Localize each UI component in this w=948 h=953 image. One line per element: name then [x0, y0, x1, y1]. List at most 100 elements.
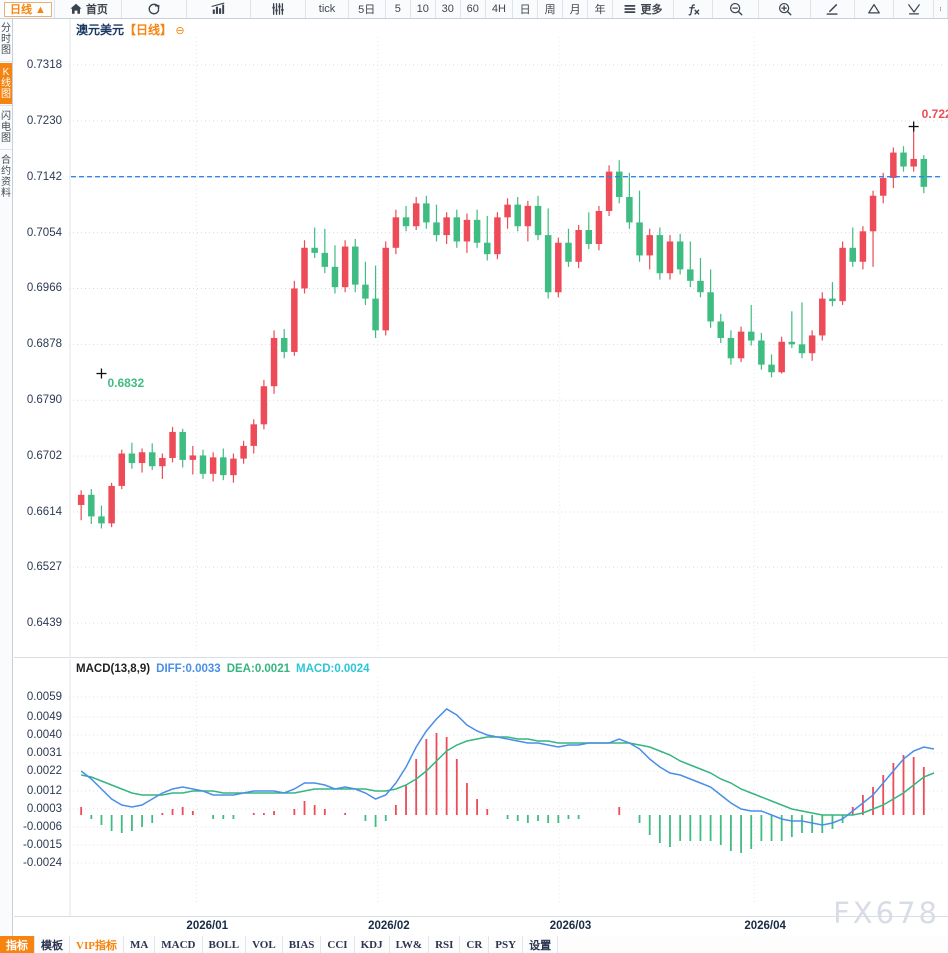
toolbar-tick[interactable]: tick	[306, 0, 349, 18]
toolbar-function[interactable]	[674, 0, 713, 18]
price-chart-pane[interactable]: 澳元美元【日线】 ⊖ 0.7318 0.7230 0.7142 0.7054 0.696…	[14, 19, 948, 658]
price-y-tick: 0.6702	[26, 450, 62, 463]
indicator-cr[interactable]: CR	[460, 936, 490, 953]
toolbar-chart-type[interactable]	[187, 0, 251, 18]
indicator-bias[interactable]: BIAS	[283, 936, 322, 953]
toolbar-tf-year[interactable]: 年	[588, 0, 614, 18]
toolbar-tf-30[interactable]: 30	[436, 0, 461, 18]
sidebar-item-contract-info[interactable]: 合约资料	[1, 155, 11, 199]
macd-y-tick: 0.0059	[26, 691, 62, 703]
toolbar-more[interactable]: 更多	[613, 0, 674, 18]
zoom-out-icon	[729, 2, 743, 16]
price-candlestick-svg	[69, 19, 942, 658]
indicator-kdj[interactable]: KDJ	[355, 936, 390, 953]
toolbar-tf-4h[interactable]: 4H	[486, 0, 514, 18]
macd-y-tick: -0.0024	[22, 857, 62, 869]
period-toggle-button[interactable]: 日线 ▲	[4, 2, 52, 17]
price-y-tick: 0.6527	[26, 561, 62, 574]
price-y-tick: 0.6439	[26, 617, 62, 630]
toolbar-tf-day[interactable]: 日	[513, 0, 539, 18]
toolbar-draw-triangle[interactable]	[855, 0, 895, 18]
indicator-lwr[interactable]: LW&	[390, 936, 430, 953]
x-axis-tick: 2026/02	[368, 920, 410, 932]
toolbar-tf-10[interactable]: 10	[411, 0, 436, 18]
price-y-axis: 0.7318 0.7230 0.7142 0.7054 0.6966 0.6878 0.67…	[14, 19, 70, 657]
toolbar-tf-week[interactable]: 周	[538, 0, 564, 18]
macd-y-tick: 0.0049	[26, 711, 62, 723]
chart-period: 【日线】	[124, 23, 173, 37]
macd-y-tick: 0.0040	[26, 729, 62, 741]
toolbar-zoom-out[interactable]	[713, 0, 760, 18]
toolbar-tf-10-label: 10	[416, 3, 429, 15]
toolbar-tf-month[interactable]: 月	[563, 0, 589, 18]
more-tools-icon	[940, 6, 941, 12]
toolbar-draw-more[interactable]	[934, 0, 948, 18]
home-icon	[70, 3, 82, 14]
macd-dea-value: DEA:0.0021	[226, 663, 290, 675]
toolbar-zoom-in[interactable]	[759, 0, 811, 18]
macd-y-axis: 0.0059 0.0049 0.0040 0.0031 0.0022 0.0012 0.00…	[14, 659, 70, 916]
fx-icon	[688, 4, 700, 16]
indicator-indicator[interactable]: 指标	[0, 936, 35, 953]
sidebar-item-k-line-chart[interactable]: K线图	[0, 63, 12, 104]
chart-symbol: 澳元美元	[76, 23, 125, 37]
macd-y-tick: 0.0031	[26, 747, 62, 759]
toolbar-home[interactable]: 首页	[55, 0, 123, 18]
price-y-tick: 0.7230	[26, 114, 62, 127]
toolbar-indicator-panel[interactable]	[251, 0, 307, 18]
price-y-tick: 0.7054	[26, 226, 62, 239]
refresh-icon	[148, 3, 160, 15]
macd-legend: MACD(13,8,9) DIFF:0.0033 DEA:0.0021 MACD:0.…	[76, 663, 370, 675]
bar-chart-icon	[211, 2, 225, 14]
toolbar-refresh[interactable]	[122, 0, 187, 18]
hamburger-icon	[623, 4, 635, 14]
indicator-ma[interactable]: MA	[124, 936, 156, 953]
sidebar-item-time-chart[interactable]: 分时图	[1, 23, 11, 56]
sidebar-item-lightning-chart[interactable]: 闪电图	[1, 111, 11, 144]
price-y-tick: 0.7142	[26, 170, 62, 183]
macd-y-tick: -0.0015	[22, 839, 62, 851]
indicator-vol[interactable]: VOL	[246, 936, 283, 953]
price-y-tick: 0.6614	[26, 505, 62, 518]
indicator-vip-indicator[interactable]: VIP指标	[70, 936, 124, 953]
toolbar-tf-year-label: 年	[594, 4, 606, 16]
sidebar-divider	[0, 61, 12, 62]
indicator-settings[interactable]: 设置	[523, 936, 559, 953]
toolbar-tf-day-label: 日	[519, 4, 531, 16]
macd-macd-value: MACD:0.0024	[296, 663, 370, 675]
toolbar-draw-wedge[interactable]	[894, 0, 935, 18]
indicator-bar: 指标 模板 VIP指标 MA MACD BOLL VOL BIAS CCI KDJ LW& RSI CR…	[0, 936, 948, 953]
zoom-in-icon	[778, 2, 791, 16]
toolbar-tf-4h-label: 4H	[491, 3, 506, 15]
x-axis-tick: 2026/04	[744, 920, 786, 932]
toolbar-tf-60-label: 60	[466, 3, 479, 15]
toolbar-more-label: 更多	[640, 4, 663, 16]
macd-y-tick: -0.0006	[22, 821, 62, 833]
indicator-psy[interactable]: PSY	[489, 936, 524, 953]
x-axis-tick: 2026/03	[549, 920, 592, 932]
price-y-tick: 0.6790	[26, 394, 62, 407]
toolbar-tf-5[interactable]: 5	[386, 0, 411, 18]
toolbar-home-label: 首页	[85, 4, 108, 16]
low-price-label: 0.6832	[107, 375, 145, 390]
indicator-boll[interactable]: BOLL	[203, 936, 247, 953]
indicator-cci[interactable]: CCI	[321, 936, 355, 953]
toolbar-tf-month-label: 月	[569, 4, 581, 16]
macd-chart-pane[interactable]: MACD(13,8,9) DIFF:0.0033 DEA:0.0021 MACD:0.…	[14, 659, 948, 916]
pen-line-icon	[826, 3, 838, 15]
wedge-icon	[907, 4, 920, 15]
price-y-tick: 0.6966	[26, 282, 62, 295]
toolbar-tf-5d[interactable]: 5日	[349, 0, 386, 18]
toolbar-draw-line[interactable]	[811, 0, 855, 18]
macd-y-tick: 0.0012	[26, 785, 62, 797]
high-price-label: 0.7221	[921, 106, 948, 121]
toolbar-tf-60[interactable]: 60	[461, 0, 486, 18]
indicator-macd[interactable]: MACD	[155, 936, 203, 953]
toolbar-tf-30-label: 30	[441, 3, 454, 15]
toolbar-tf-5d-label: 5日	[358, 4, 376, 16]
collapse-icon[interactable]: ⊖	[175, 25, 185, 37]
x-axis-tick: 2026/01	[186, 920, 228, 932]
toolbar-tf-week-label: 周	[544, 4, 556, 16]
indicator-rsi[interactable]: RSI	[429, 936, 461, 953]
indicator-template[interactable]: 模板	[35, 936, 70, 953]
